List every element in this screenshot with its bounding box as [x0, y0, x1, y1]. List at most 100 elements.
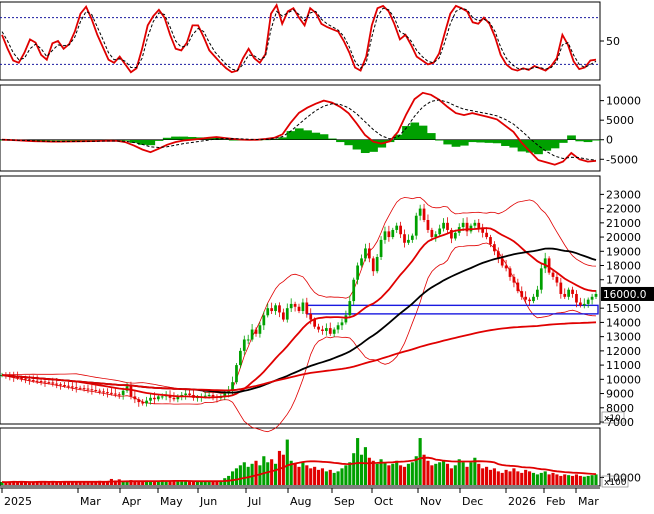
- macd-histogram-bar: [336, 139, 345, 143]
- candle-body: [102, 391, 105, 393]
- x-tick-label: Nov: [420, 495, 442, 508]
- macd-histogram-bar: [187, 136, 197, 140]
- volume-bar: [203, 480, 207, 485]
- macd-histogram-bar: [39, 139, 48, 141]
- candle-body: [340, 322, 344, 326]
- stochastic-panel: 50: [0, 2, 620, 74]
- volume-bar: [199, 481, 203, 485]
- macd-histogram-bar: [575, 139, 585, 142]
- macd-panel: 10000 5000 0 -5000: [0, 91, 641, 166]
- macd-tick-label: 10000: [606, 95, 641, 108]
- volume-bar: [359, 454, 364, 485]
- candle-body: [567, 289, 571, 297]
- volume-bar: [383, 462, 387, 485]
- price-tick-label: 15000: [606, 302, 641, 315]
- volume-bar: [27, 482, 31, 485]
- candle-body: [160, 396, 164, 398]
- last-price-badge: [601, 286, 654, 301]
- volume-bar: [191, 481, 196, 485]
- macd-histogram-bar: [121, 139, 131, 141]
- candle-body: [149, 397, 152, 401]
- volume-bar: [465, 466, 469, 485]
- price-tick-label: 21000: [606, 217, 641, 230]
- macd-histogram-bar: [542, 139, 552, 151]
- volume-bar: [59, 481, 63, 485]
- candle-body: [250, 329, 254, 340]
- volume-bar: [133, 481, 137, 485]
- x-tick-label: 2026: [508, 495, 536, 508]
- volume-bar: [47, 482, 51, 485]
- candle-body: [274, 305, 277, 312]
- macd-histogram-bar: [476, 139, 486, 143]
- candle-body: [489, 237, 492, 245]
- price-tick-label: 11000: [606, 359, 641, 372]
- macd-histogram-bar: [360, 139, 370, 154]
- volume-bar: [211, 481, 215, 485]
- volume-bar: [66, 481, 70, 485]
- macd-tick-label: 5000: [606, 114, 634, 127]
- volume-bar: [410, 462, 414, 485]
- volume-bar: [488, 469, 493, 485]
- candle-body: [321, 329, 324, 331]
- volume-bar: [457, 459, 461, 485]
- volume-bar: [78, 481, 82, 485]
- volume-bar: [395, 460, 399, 485]
- candle-body: [113, 393, 117, 395]
- candle-body: [555, 276, 559, 283]
- candle-body: [442, 222, 445, 229]
- x-tick-label: Jun: [199, 495, 217, 508]
- volume-bar: [461, 462, 465, 485]
- volume-bar: [148, 481, 153, 485]
- candle-body: [512, 276, 516, 283]
- macd-histogram-bar: [501, 139, 510, 146]
- candle-body: [379, 239, 383, 257]
- candle-body: [207, 394, 211, 396]
- candle-body: [313, 319, 316, 327]
- candle-body: [43, 381, 47, 383]
- candle-body: [500, 258, 504, 266]
- volume-bar: [320, 468, 325, 485]
- volume-bar: [316, 469, 321, 485]
- volume-bar: [121, 481, 125, 485]
- x-tick-label: May: [160, 495, 183, 508]
- volume-bar: [324, 471, 328, 485]
- volume-bar: [391, 463, 395, 485]
- candle-body: [328, 328, 332, 334]
- candle-body: [571, 289, 574, 294]
- x-tick-label: Aug: [290, 495, 311, 508]
- price-tick-label: 9000: [606, 388, 634, 401]
- candle-body: [63, 385, 66, 387]
- price-tick-label: 10000: [606, 373, 641, 386]
- candle-body: [450, 229, 453, 239]
- price-tick-label: 20000: [606, 231, 641, 244]
- volume-bar: [422, 454, 426, 485]
- candle-body: [508, 268, 512, 277]
- candle-body: [324, 328, 328, 331]
- volume-bar: [469, 462, 473, 485]
- volume-bar: [39, 481, 43, 485]
- volume-bar: [176, 480, 180, 485]
- candle-body: [231, 382, 234, 391]
- volume-bar: [152, 480, 156, 485]
- volume-bar: [8, 481, 12, 485]
- candle-body: [438, 228, 442, 235]
- moving-average-longest-line: [1, 321, 597, 392]
- volume-bar: [590, 475, 594, 485]
- macd-histogram-bar: [72, 139, 81, 141]
- candle-body: [543, 258, 547, 269]
- volume-bar: [113, 480, 117, 485]
- candle-body: [172, 397, 176, 400]
- macd-histogram-bar: [567, 135, 576, 140]
- volume-bar: [570, 475, 575, 485]
- candle-body: [520, 291, 524, 297]
- volume-bar: [445, 463, 450, 485]
- candle-body: [422, 208, 426, 220]
- volume-multiplier-box: [601, 475, 629, 488]
- volume-bar: [492, 468, 496, 485]
- candle-body: [67, 385, 70, 387]
- macd-histogram-bar: [138, 139, 147, 145]
- volume-bar: [160, 480, 164, 485]
- volume-bar: [449, 468, 453, 485]
- price-tick-label: 17000: [606, 274, 641, 287]
- volume-bar: [539, 472, 543, 485]
